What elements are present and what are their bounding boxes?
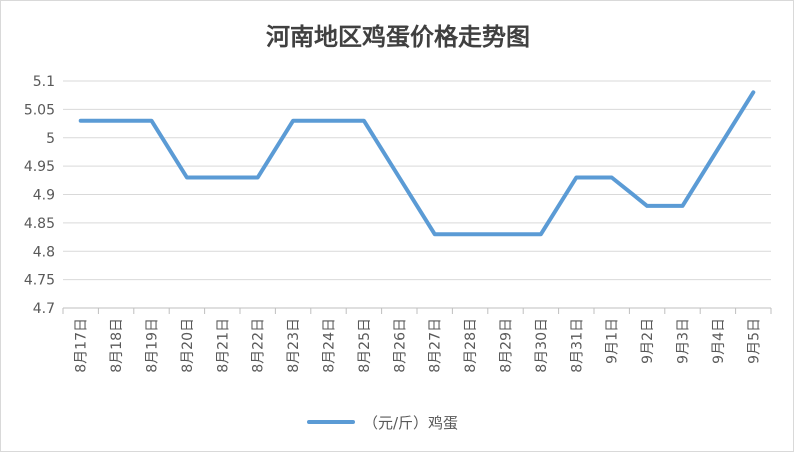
y-tick-label: 4.8	[33, 244, 55, 260]
legend-label: （元/斤）鸡蛋	[363, 414, 458, 432]
x-tick-label: 8月22日	[251, 318, 267, 373]
x-tick-label: 9月1日	[605, 318, 621, 364]
x-axis-labels: 8月17日 8月18日 8月19日 8月20日 8月21日 8月22日 8月23日 8月24日…	[74, 318, 763, 373]
y-tick-label: 4.85	[24, 216, 55, 232]
x-tick-label: 8月27日	[428, 318, 444, 373]
x-tick-label: 9月5日	[746, 318, 762, 364]
x-tick-label: 8月18日	[109, 318, 125, 373]
x-tick-label: 9月2日	[640, 318, 656, 364]
series-line	[78, 90, 756, 237]
y-tick-label: 4.9	[33, 188, 55, 204]
x-tick-label: 8月20日	[180, 318, 196, 373]
y-tick-label: 4.75	[24, 273, 55, 289]
y-tick-label: 5.1	[33, 74, 55, 90]
gridlines	[63, 80, 771, 281]
x-tick-label: 8月23日	[286, 318, 302, 373]
legend[interactable]: （元/斤）鸡蛋	[307, 414, 458, 432]
y-axis-labels: 4.7 4.75 4.8 4.85 4.9 4.95 5 5.05 5.1	[24, 74, 55, 317]
x-tick-label: 8月31日	[569, 318, 585, 373]
x-tick-label: 9月4日	[711, 318, 727, 364]
x-tick-label: 8月24日	[322, 318, 338, 373]
y-tick-label: 4.7	[33, 301, 55, 317]
x-tick-label: 8月30日	[534, 318, 550, 373]
x-tick-label: 8月19日	[145, 318, 161, 373]
chart-title: 河南地区鸡蛋价格走势图	[266, 22, 530, 51]
y-tick-label: 4.95	[24, 159, 55, 175]
x-tick-label: 8月29日	[499, 318, 515, 373]
x-tick-label: 9月3日	[676, 318, 692, 364]
x-tick-label: 8月17日	[74, 318, 90, 373]
y-tick-label: 5	[46, 131, 55, 147]
x-tick-label: 8月21日	[215, 318, 231, 373]
x-axis	[62, 307, 772, 314]
x-tick-label: 8月28日	[463, 318, 479, 373]
x-tick-label: 8月26日	[392, 318, 408, 373]
x-tick-label: 8月25日	[357, 318, 373, 373]
series-layer	[78, 90, 756, 237]
y-tick-label: 5.05	[24, 102, 55, 118]
